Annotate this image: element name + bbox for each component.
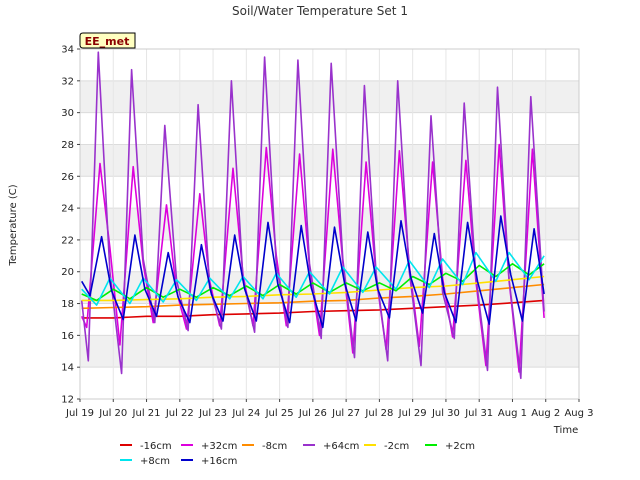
y-tick-label: 24 [61,204,74,215]
y-tick-label: 22 [61,235,74,246]
legend-label: -8cm [262,441,287,452]
x-tick-label: Jul 23 [198,408,227,419]
legend-item: +32cm [181,441,237,452]
background-band [80,335,579,368]
series-line-5 [81,263,545,302]
series-line-7 [81,215,545,329]
y-tick-label: 28 [61,140,74,151]
x-tick-label: Jul 19 [65,408,94,419]
y-tick-label: 30 [61,108,74,119]
x-tick-label: Jul 20 [98,408,127,419]
legend-label: +64cm [323,441,359,452]
legend-label: +2cm [445,441,475,452]
x-tick-label: Jul 26 [298,408,327,419]
x-tick-label: Jul 30 [431,408,460,419]
legend-item: +8cm [120,456,170,467]
legend-label: +8cm [140,456,170,467]
chart-title: Soil/Water Temperature Set 1 [232,4,408,18]
y-tick-label: 14 [61,363,74,374]
y-axis-label: Temperature (C) [8,184,19,266]
series-line-6 [81,251,545,306]
x-tick-label: Aug 2 [531,408,560,419]
plot-frame [79,48,580,400]
x-tick-label: Aug 1 [498,408,527,419]
x-tick-label: Jul 21 [132,408,161,419]
y-tick-label: 20 [61,267,74,278]
background-band [80,144,579,177]
axes [79,48,580,400]
x-tick-label: Jul 31 [464,408,493,419]
x-tick-label: Jul 25 [265,408,294,419]
y-axis-ticks: 12 14 16 18 20 22 24 26 28 30 32 34 [61,45,80,406]
x-tick-label: Jul 28 [364,408,393,419]
y-tick-label: 26 [61,172,74,183]
legend-item: +64cm [303,441,359,452]
legend-item: -16cm [120,441,172,452]
legend-label: -2cm [384,441,409,452]
legend: -16cm +32cm -8cm +64cm -2cm +2cm +8cm +16cm [120,441,475,467]
x-tick-label: Jul 22 [165,408,194,419]
legend-label: +32cm [201,441,237,452]
series-line-0 [81,299,545,319]
legend-item: -8cm [242,441,287,452]
series-lines [80,51,545,380]
y-tick-label: 34 [61,45,74,56]
x-tick-label: Jul 24 [231,408,260,419]
legend-label: -16cm [140,441,172,452]
y-tick-label: 32 [61,76,74,87]
station-badge-label: EE_met [85,35,130,48]
legend-label: +16cm [201,456,237,467]
x-axis-ticks: Jul 19 Jul 20 Jul 21 Jul 22 Jul 23 Jul 24 Jul … [65,399,594,419]
legend-item: +2cm [425,441,475,452]
y-tick-label: 18 [61,299,74,310]
station-badge: EE_met [79,32,136,49]
x-tick-label: Aug 3 [564,408,593,419]
y-tick-label: 16 [61,331,74,342]
y-tick-label: 12 [61,395,74,406]
x-axis-label: Time [553,425,578,436]
legend-item: -2cm [364,441,409,452]
x-tick-label: Jul 29 [398,408,427,419]
series-line-3 [80,51,545,380]
legend-item: +16cm [181,456,237,467]
x-tick-label: Jul 27 [331,408,360,419]
